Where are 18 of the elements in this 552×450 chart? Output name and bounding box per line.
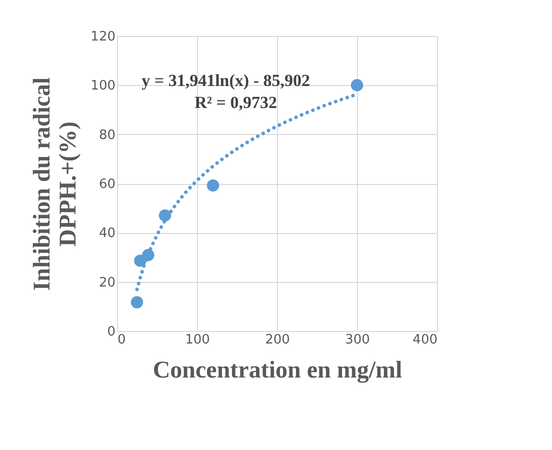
x-tick-label: 0: [118, 332, 126, 348]
y-axis-title: Inhibition du radical DPPH.+(%): [30, 76, 82, 291]
y-tick-label: 80: [98, 128, 116, 143]
y-tick-label: 20: [98, 275, 116, 290]
x-tick-label: 200: [265, 332, 290, 348]
y-tick-label: 40: [98, 226, 116, 242]
point: [130, 296, 144, 308]
point: [350, 79, 364, 92]
y-tick-label: 60: [98, 177, 116, 192]
point: [206, 179, 220, 192]
y-tick-label: 120: [90, 30, 116, 44]
x-axis-title: Concentration en mg/ml: [152, 358, 402, 384]
y-tick-label: 100: [90, 78, 116, 94]
annotation: R² = 0,9732: [194, 92, 277, 112]
annotation: y = 31,941ln(x) - 85,902: [142, 70, 310, 90]
x-tick-label: 400: [412, 332, 438, 348]
x-tick-label: 300: [345, 332, 370, 348]
x-tick-label: 100: [185, 332, 210, 348]
